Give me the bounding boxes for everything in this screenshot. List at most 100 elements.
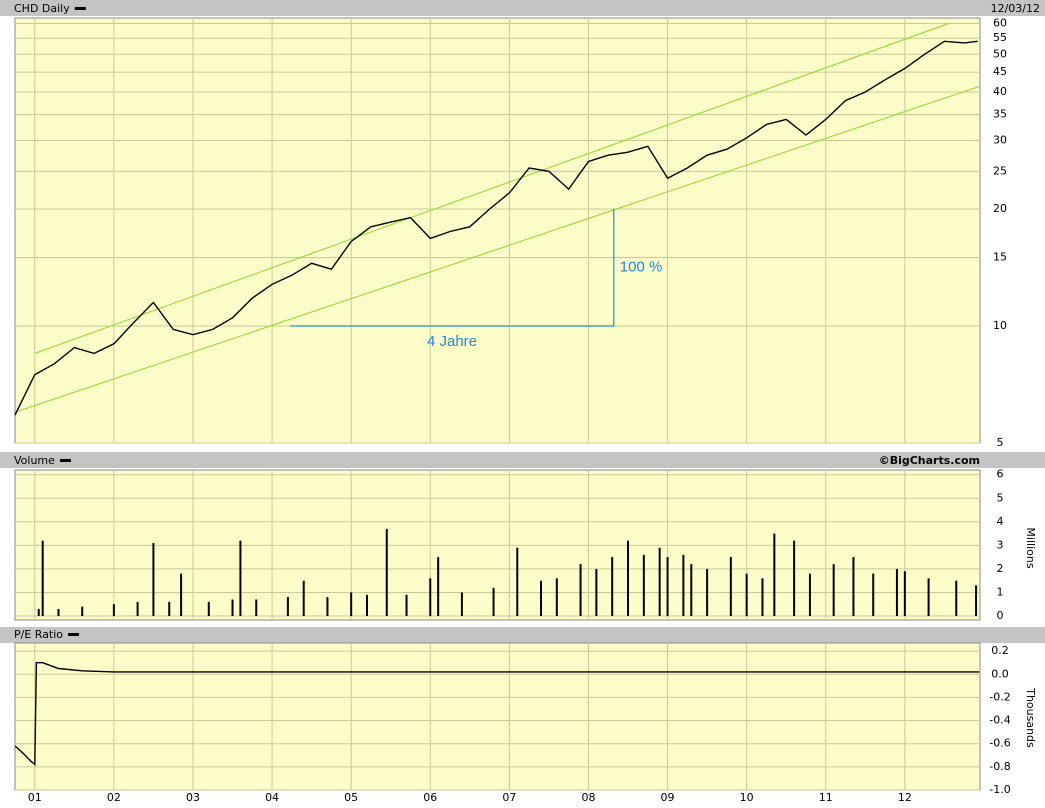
- panel-icon: [74, 7, 86, 10]
- volume-bar: [365, 594, 368, 616]
- volume-bar: [903, 571, 906, 616]
- volume-bar: [437, 557, 440, 616]
- volume-bar: [207, 601, 210, 616]
- volume-bar: [658, 547, 661, 616]
- volume-bar: [286, 597, 289, 616]
- volume-bar: [255, 599, 258, 616]
- price-line: [14, 40, 978, 416]
- volume-bar: [745, 573, 748, 616]
- volume-bar: [168, 601, 171, 616]
- volume-bar: [405, 594, 408, 616]
- y-tick-label: 20: [993, 202, 1007, 215]
- volume-bar: [350, 592, 353, 616]
- y-tick-label: 55: [993, 31, 1007, 44]
- volume-bar: [793, 540, 796, 616]
- y-tick-label: 0: [997, 609, 1004, 622]
- y-tick-label: 1: [997, 585, 1004, 598]
- volume-bar: [729, 557, 732, 616]
- volume-bar: [975, 585, 978, 616]
- y-tick-label: 40: [993, 85, 1007, 98]
- volume-bar: [611, 557, 614, 616]
- volume-bar: [627, 540, 630, 616]
- volume-bar: [492, 587, 495, 616]
- y-tick-label: 45: [993, 65, 1007, 78]
- panel-title: P/E Ratio: [14, 628, 63, 641]
- date-label: 12/03/12: [991, 2, 1040, 15]
- volume-bar: [808, 573, 811, 616]
- y-tick-label: 0.2: [991, 644, 1009, 657]
- volume-bar: [595, 568, 598, 616]
- y-tick-label: -0.2: [989, 690, 1010, 703]
- x-tick-label: 11: [819, 791, 833, 804]
- x-tick-label: 12: [898, 791, 912, 804]
- y-tick-label: -1.0: [989, 783, 1010, 796]
- plot-area: [14, 642, 981, 791]
- x-tick-label: 08: [581, 791, 595, 804]
- x-tick-label: 09: [661, 791, 675, 804]
- header-bar: [0, 452, 1045, 468]
- volume-bar: [955, 580, 958, 616]
- volume-bar: [41, 540, 44, 616]
- annotation-label: 4 Jahre: [427, 333, 477, 350]
- trend-line: [14, 85, 981, 413]
- price-line: [14, 662, 980, 766]
- volume-bar: [690, 564, 693, 616]
- x-tick-label: 02: [107, 791, 121, 804]
- y-tick-label: -0.8: [989, 760, 1010, 773]
- volume-bar: [385, 528, 388, 616]
- volume-bar: [832, 564, 835, 616]
- trend-line: [34, 23, 949, 354]
- plot-area: [14, 17, 981, 444]
- volume-bar: [112, 604, 115, 616]
- volume-bar: [895, 568, 898, 616]
- x-tick-label: 04: [265, 791, 279, 804]
- y-tick-label: 6: [997, 468, 1004, 481]
- y-tick-label: 2: [997, 562, 1004, 575]
- volume-bar: [540, 580, 543, 616]
- y-tick-label: 4: [997, 515, 1004, 528]
- volume-bar: [57, 608, 60, 616]
- y-axis-label: Millions: [1024, 527, 1037, 568]
- chart-title: CHD Daily: [14, 2, 70, 15]
- y-tick-label: 25: [993, 164, 1007, 177]
- volume-bar: [516, 547, 519, 616]
- panel-title: Volume: [14, 454, 55, 467]
- y-tick-label: 5: [997, 491, 1004, 504]
- volume-bar: [239, 540, 242, 616]
- x-tick-label: 01: [28, 791, 42, 804]
- y-tick-label: 0.0: [991, 667, 1009, 680]
- volume-bar: [682, 554, 685, 616]
- volume-bar: [302, 580, 305, 616]
- volume-bar: [761, 578, 764, 616]
- volume-bar: [180, 573, 183, 616]
- volume-bar: [555, 578, 558, 616]
- y-tick-label: 30: [993, 134, 1007, 147]
- volume-bar: [326, 597, 329, 616]
- x-tick-label: 05: [344, 791, 358, 804]
- x-tick-label: 10: [740, 791, 754, 804]
- volume-bar: [81, 606, 84, 616]
- volume-bar: [773, 533, 776, 616]
- volume-bar: [852, 557, 855, 616]
- volume-bar: [37, 608, 40, 616]
- source-label: ©BigCharts.com: [879, 454, 980, 467]
- y-tick-label: 15: [993, 251, 1007, 264]
- header-bar: [0, 627, 1045, 643]
- panel-icon: [59, 459, 71, 462]
- volume-bar: [152, 543, 155, 616]
- x-tick-label: 06: [423, 791, 437, 804]
- y-tick-label: 35: [993, 108, 1007, 121]
- volume-bar: [927, 578, 930, 616]
- volume-bar: [231, 599, 234, 616]
- volume-bar: [579, 564, 582, 616]
- volume-bar: [136, 601, 139, 616]
- y-tick-label: -0.4: [989, 714, 1010, 727]
- volume-bar: [666, 557, 669, 616]
- y-tick-label: 10: [993, 319, 1007, 332]
- y-tick-label: 3: [997, 538, 1004, 551]
- y-tick-label: 60: [993, 17, 1007, 30]
- volume-bar: [872, 573, 875, 616]
- x-tick-label: 03: [186, 791, 200, 804]
- y-axis-label: Thousands: [1024, 687, 1037, 748]
